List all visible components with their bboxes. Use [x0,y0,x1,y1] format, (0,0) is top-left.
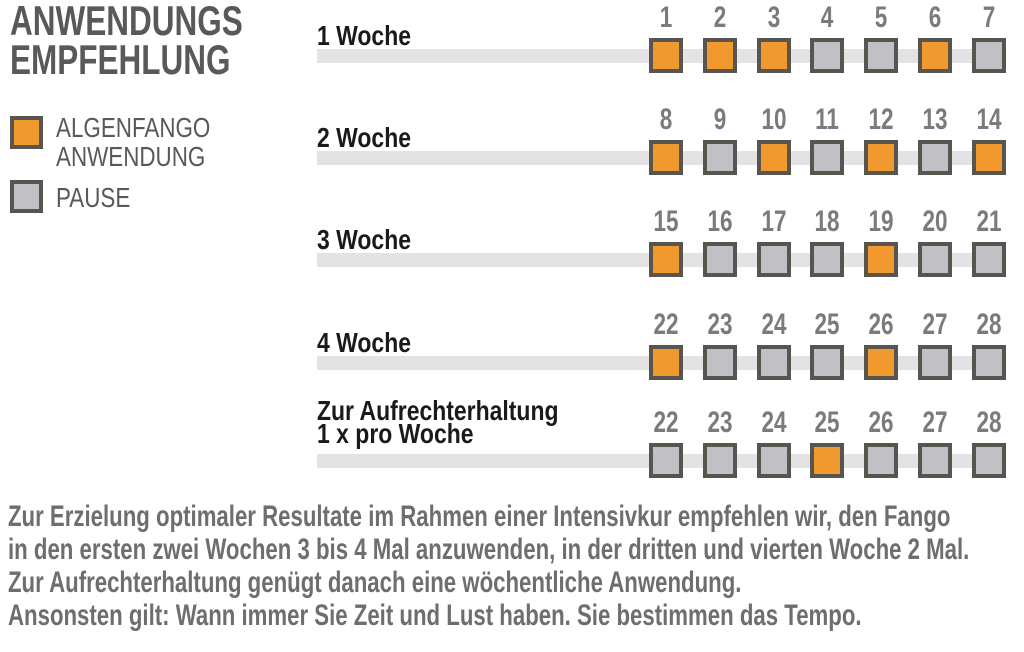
day-number: 9 [713,103,727,136]
day-number: 24 [761,308,787,341]
day-cell-pause [918,345,952,380]
page-title-line1: ANWENDUNGS [10,0,243,44]
legend-label-pause: PAUSE [56,183,130,212]
schedule-row-1: 1 Woche 1 2 3 4 5 6 7 [0,3,1024,90]
schedule-row-2: 2 Woche 8 9 10 11 12 13 14 [0,105,1024,192]
day-cell-anwendung [918,38,952,73]
day-number: 10 [761,103,787,136]
day-cell-pause [757,345,791,380]
day-cell-pause [972,38,1006,73]
legend-label-anwendung-line2: ANWENDUNG [56,141,206,172]
day-number: 21 [976,205,1002,238]
footer-line: Ansonsten gilt: Wann immer Sie Zeit und … [8,599,862,632]
day-cell-anwendung [810,443,844,478]
day-cell-pause [703,140,737,175]
day-number: 25 [814,406,840,439]
day-number: 25 [814,308,840,341]
legend-label-pause-line1: PAUSE [56,182,131,213]
day-number: 22 [653,406,679,439]
day-cell-pause [864,38,898,73]
day-cell-anwendung [864,345,898,380]
day-cell-pause [972,242,1006,277]
day-number: 24 [761,406,787,439]
day-cell-pause [810,140,844,175]
week-label: 2 Woche [317,122,411,153]
schedule-row-3: 3 Woche 15 16 17 18 19 20 21 [0,207,1024,294]
day-cell-pause [649,443,683,478]
page-title-line2: EMPFEHLUNG [10,36,231,83]
day-number: 2 [713,1,727,34]
day-cell-pause [703,345,737,380]
day-cell-pause [757,242,791,277]
day-cell-anwendung [972,140,1006,175]
schedule-row-5: Zur Aufrechterhaltung 1 x pro Woche 22 23 24… [0,397,1024,495]
day-cell-anwendung [864,140,898,175]
day-number: 3 [767,1,781,34]
day-cell-pause [972,443,1006,478]
day-cell-pause [918,242,952,277]
day-number: 26 [868,406,894,439]
day-number: 14 [976,103,1002,136]
day-number: 6 [928,1,942,34]
day-cell-pause [757,443,791,478]
legend-label-anwendung: ALGENFANGO ANWENDUNG [56,113,210,171]
day-number: 15 [653,205,679,238]
legend-swatch-anwendung [10,116,43,149]
schedule-row-4: 4 Woche 22 23 24 25 26 27 28 [0,310,1024,397]
day-cell-anwendung [649,242,683,277]
day-number: 27 [922,308,948,341]
footer-line: Zur Erzielung optimaler Resultate im Rah… [8,500,951,533]
day-cell-pause [864,443,898,478]
day-cell-anwendung [864,242,898,277]
day-number: 18 [814,205,840,238]
day-cell-pause [918,140,952,175]
day-number: 7 [982,1,996,34]
day-number: 4 [820,1,834,34]
day-cell-pause [703,242,737,277]
day-cell-anwendung [649,38,683,73]
day-cell-anwendung [757,140,791,175]
day-cell-pause [918,443,952,478]
page-title: ANWENDUNGS EMPFEHLUNG [10,0,243,81]
day-number: 1 [659,1,673,34]
day-number: 17 [761,205,787,238]
footer-note: Zur Erzielung optimaler Resultate im Rah… [8,500,1024,632]
footer-line: in den ersten zwei Wochen 3 bis 4 Mal an… [8,533,970,566]
day-number: 23 [707,308,733,341]
day-number: 28 [976,308,1002,341]
day-number: 16 [707,205,733,238]
legend-swatch-pause [10,180,43,213]
day-cell-anwendung [703,38,737,73]
day-number: 28 [976,406,1002,439]
day-number: 8 [659,103,673,136]
day-cell-pause [810,38,844,73]
day-number: 12 [868,103,894,136]
day-number: 13 [922,103,948,136]
day-number: 20 [922,205,948,238]
day-cell-anwendung [649,140,683,175]
day-cell-pause [810,345,844,380]
day-cell-pause [972,345,1006,380]
day-number: 26 [868,308,894,341]
day-cell-anwendung [649,345,683,380]
week-label: 4 Woche [317,327,411,358]
day-cell-pause [810,242,844,277]
week-label: 3 Woche [317,224,411,255]
day-number: 27 [922,406,948,439]
week-label: 1 Woche [317,20,411,51]
legend-label-anwendung-line1: ALGENFANGO [56,112,211,143]
day-cell-pause [703,443,737,478]
day-number: 19 [868,205,894,238]
week-label: Zur Aufrechterhaltung 1 x pro Woche [317,395,559,449]
day-number: 11 [815,103,839,136]
day-number: 22 [653,308,679,341]
day-cell-anwendung [757,38,791,73]
day-number: 5 [874,1,888,34]
day-number: 23 [707,406,733,439]
footer-line: Zur Aufrechterhaltung genügt danach eine… [8,566,742,599]
